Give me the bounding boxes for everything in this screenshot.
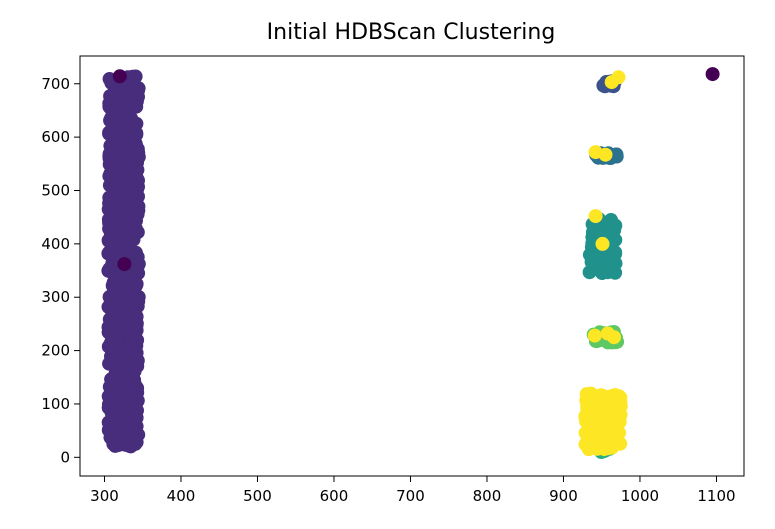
x-tick-label: 500 bbox=[243, 487, 272, 505]
y-axis: 0 100 200 300 400 500 600 700 bbox=[41, 75, 80, 466]
plot-area bbox=[101, 67, 720, 459]
scatter-point-cluster-7-outliers bbox=[598, 147, 613, 162]
scatter-point-cluster-1 bbox=[103, 89, 118, 104]
scatter-point-cluster-1 bbox=[118, 229, 133, 243]
scatter-point-cluster-1 bbox=[120, 433, 135, 448]
scatter-point-cluster-1 bbox=[102, 261, 117, 276]
plot-frame bbox=[79, 55, 745, 477]
scatter-point-noise bbox=[117, 257, 132, 272]
scatter-point-cluster-4 bbox=[589, 253, 604, 267]
scatter-point-cluster-1 bbox=[126, 359, 141, 374]
scatter-point-cluster-1 bbox=[128, 149, 143, 164]
scatter-point-noise bbox=[112, 69, 127, 84]
scatter-point-cluster-1 bbox=[121, 346, 136, 361]
y-tick-label: 200 bbox=[41, 342, 70, 360]
scatter-point-cluster-1 bbox=[102, 146, 117, 161]
scatter-point-cluster-7 bbox=[578, 437, 593, 452]
scatter-point-cluster-1 bbox=[126, 117, 141, 132]
scatter-point-cluster-1 bbox=[117, 176, 131, 190]
scatter-point-cluster-1 bbox=[125, 370, 140, 385]
scatter-point-cluster-1 bbox=[127, 98, 142, 113]
y-tick-label: 600 bbox=[41, 128, 70, 146]
scatter-point-cluster-1 bbox=[125, 322, 140, 337]
x-axis: 300 400 500 600 700 800 900 1000 1100 bbox=[90, 476, 736, 505]
scatter-point-cluster-1 bbox=[101, 212, 116, 227]
scatter-point-cluster-1 bbox=[119, 415, 134, 429]
scatter-point-cluster-7-outliers bbox=[611, 70, 626, 85]
points-layer bbox=[101, 67, 720, 459]
x-tick-label: 800 bbox=[473, 487, 502, 505]
scatter-point-cluster-7 bbox=[597, 426, 612, 441]
scatter-point-cluster-7 bbox=[585, 404, 600, 419]
scatter-point-cluster-1 bbox=[105, 321, 120, 336]
scatter-point-cluster-4 bbox=[603, 219, 618, 234]
scatter-point-cluster-7 bbox=[579, 387, 594, 402]
chart-title: Initial HDBScan Clustering bbox=[267, 20, 556, 45]
y-tick-label: 400 bbox=[41, 235, 70, 253]
scatter-point-cluster-1 bbox=[117, 217, 132, 232]
scatter-point-cluster-1 bbox=[105, 190, 120, 205]
scatter-point-cluster-7 bbox=[585, 425, 600, 440]
x-tick-label: 300 bbox=[90, 487, 119, 505]
y-tick-label: 100 bbox=[41, 395, 70, 413]
x-tick-label: 400 bbox=[167, 487, 196, 505]
scatter-point-cluster-1 bbox=[118, 107, 133, 122]
scatter-point-cluster-1 bbox=[128, 69, 143, 84]
scatter-point-cluster-7-outliers bbox=[587, 328, 602, 343]
scatter-point-cluster-7-outliers bbox=[595, 236, 610, 251]
scatter-point-cluster-1 bbox=[106, 342, 121, 356]
scatter-point-cluster-1 bbox=[128, 279, 143, 293]
scatter-point-cluster-1 bbox=[123, 197, 138, 211]
scatter-point-cluster-1 bbox=[106, 118, 121, 133]
scatter-point-cluster-1 bbox=[116, 359, 131, 374]
x-tick-label: 700 bbox=[396, 487, 425, 505]
scatter-point-noise bbox=[705, 67, 720, 82]
x-tick-label: 600 bbox=[320, 487, 349, 505]
y-tick-label: 0 bbox=[60, 448, 70, 466]
scatter-point-cluster-1 bbox=[106, 284, 121, 299]
x-tick-label: 1000 bbox=[621, 487, 659, 505]
scatter-point-cluster-4 bbox=[607, 245, 622, 260]
scatter-point-cluster-1 bbox=[102, 169, 117, 184]
scatter-point-cluster-1 bbox=[107, 427, 121, 442]
y-tick-label: 500 bbox=[41, 181, 70, 199]
scatter-point-cluster-1 bbox=[126, 293, 141, 308]
scatter-point-cluster-7-outliers bbox=[607, 330, 621, 345]
x-tick-label: 1100 bbox=[697, 487, 735, 505]
scatter-point-cluster-1 bbox=[128, 245, 143, 260]
x-tick-label: 900 bbox=[549, 487, 578, 505]
scatter-point-cluster-1 bbox=[130, 182, 145, 196]
scatter-point-cluster-1 bbox=[130, 225, 145, 240]
y-tick-label: 700 bbox=[41, 75, 70, 93]
y-tick-label: 300 bbox=[41, 288, 70, 306]
scatter-point-cluster-7-outliers bbox=[588, 209, 603, 224]
scatter-point-cluster-1 bbox=[121, 308, 136, 323]
scatter-point-cluster-4 bbox=[599, 261, 614, 276]
scatter-point-cluster-1 bbox=[103, 394, 118, 409]
scatter-point-cluster-1 bbox=[106, 236, 120, 251]
scatter-point-cluster-1 bbox=[103, 301, 118, 316]
scatter-point-cluster-1 bbox=[122, 400, 137, 415]
scatter-point-cluster-1 bbox=[103, 101, 118, 116]
scatter-point-cluster-7 bbox=[602, 394, 616, 409]
